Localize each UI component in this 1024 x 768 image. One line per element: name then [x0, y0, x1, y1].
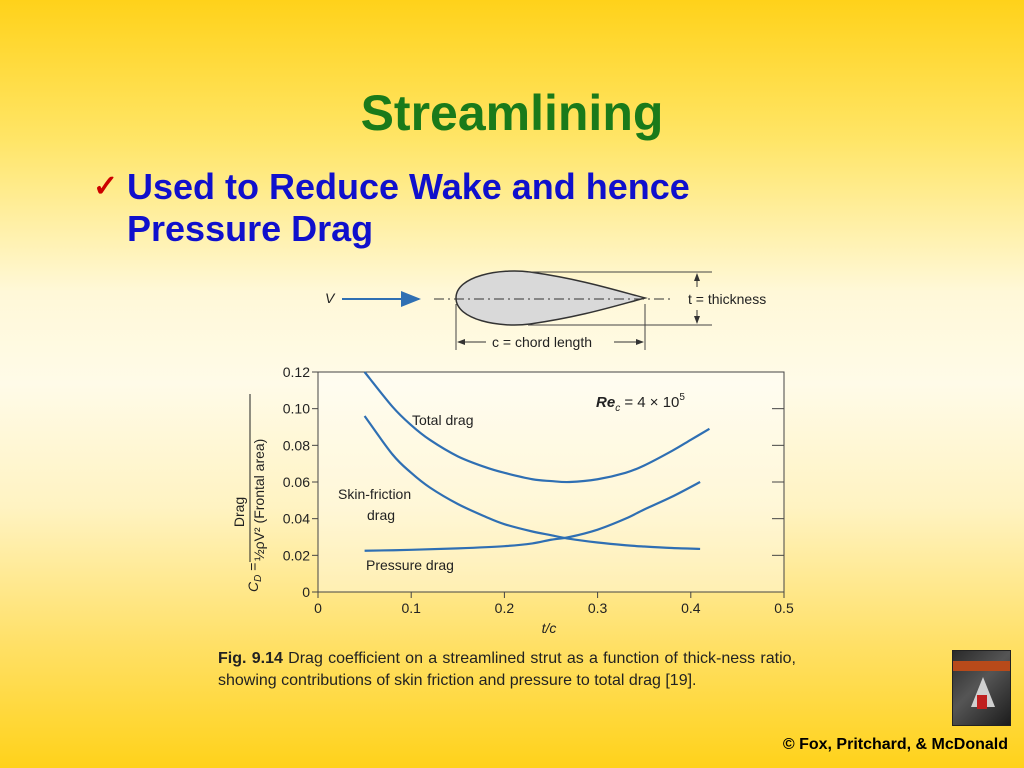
total-drag-label: Total drag [412, 412, 473, 428]
x-axis-label: t/c [542, 620, 557, 636]
total-drag-line [363, 371, 710, 484]
reynolds-annotation: Rec = 4 × 105 [596, 392, 685, 414]
skin-friction-line [363, 415, 701, 551]
y-tick-label: 0.10 [283, 401, 310, 417]
y-tick-label: 0.02 [283, 547, 310, 563]
skin-friction-label-1: Skin-friction [338, 486, 411, 502]
slide-title: Streamlining [360, 85, 664, 141]
x-tick-label: 0 [314, 600, 322, 616]
y-label-cd: CD = [245, 563, 264, 592]
x-tick-label: 0.4 [681, 600, 701, 616]
caption-fig-number: Fig. 9.14 [218, 650, 283, 667]
pressure-drag-label: Pressure drag [366, 557, 454, 573]
y-tick-label: 0.12 [283, 364, 310, 380]
y-tick-label: 0.08 [283, 437, 310, 453]
pressure-drag-line [364, 481, 701, 552]
bullet-line-1: Used to Reduce Wake and hence [127, 166, 690, 207]
y-tick-label: 0.04 [283, 511, 310, 527]
x-tick-label: 0.5 [774, 600, 794, 616]
figure-caption: Fig. 9.14 Drag coefficient on a streamli… [218, 648, 796, 692]
drag-chart: 00.020.040.060.080.100.12 0 0.1 0.2 0.3 0.4 0… [231, 364, 794, 636]
bullet-text: Used to Reduce Wake and hence Pressure D… [127, 166, 690, 250]
book-band [953, 661, 1010, 671]
y-label-denominator: ½ρV² (Frontal area) [251, 439, 267, 561]
airfoil-shape [455, 270, 648, 326]
x-axis: 0 0.1 0.2 0.3 0.4 0.5 [314, 592, 794, 616]
textbook-cover-image [952, 650, 1011, 726]
y-axis: 0 0.02 0.04 0.06 0.08 0.10 0.12 [283, 364, 784, 600]
velocity-label: V [325, 290, 336, 306]
book-accent [977, 695, 987, 709]
x-tick-label: 0.3 [588, 600, 608, 616]
copyright-notice: © Fox, Pritchard, & McDonald [782, 736, 1008, 753]
series-lines [363, 371, 710, 552]
y-tick-label: 0 [302, 584, 310, 600]
bullet-point: ✓ Used to Reduce Wake and hence Pressure… [93, 166, 813, 250]
y-axis-label: CD = Drag ½ρV² (Frontal area) [231, 394, 267, 592]
y-label-numerator: Drag [231, 497, 247, 527]
y-tick-label: 0.06 [283, 474, 310, 490]
x-tick-label: 0.1 [401, 600, 421, 616]
caption-text: Drag coefficient on a streamlined strut … [218, 650, 797, 689]
bullet-line-2: Pressure Drag [127, 208, 374, 249]
thickness-label: t = thickness [688, 291, 766, 307]
skin-friction-label-2: drag [367, 507, 395, 523]
strut-diagram: V t = thickness c = chord length [325, 270, 766, 350]
x-tick-label: 0.2 [495, 600, 515, 616]
chord-label: c = chord length [492, 334, 592, 350]
checkmark-icon: ✓ [93, 170, 119, 203]
